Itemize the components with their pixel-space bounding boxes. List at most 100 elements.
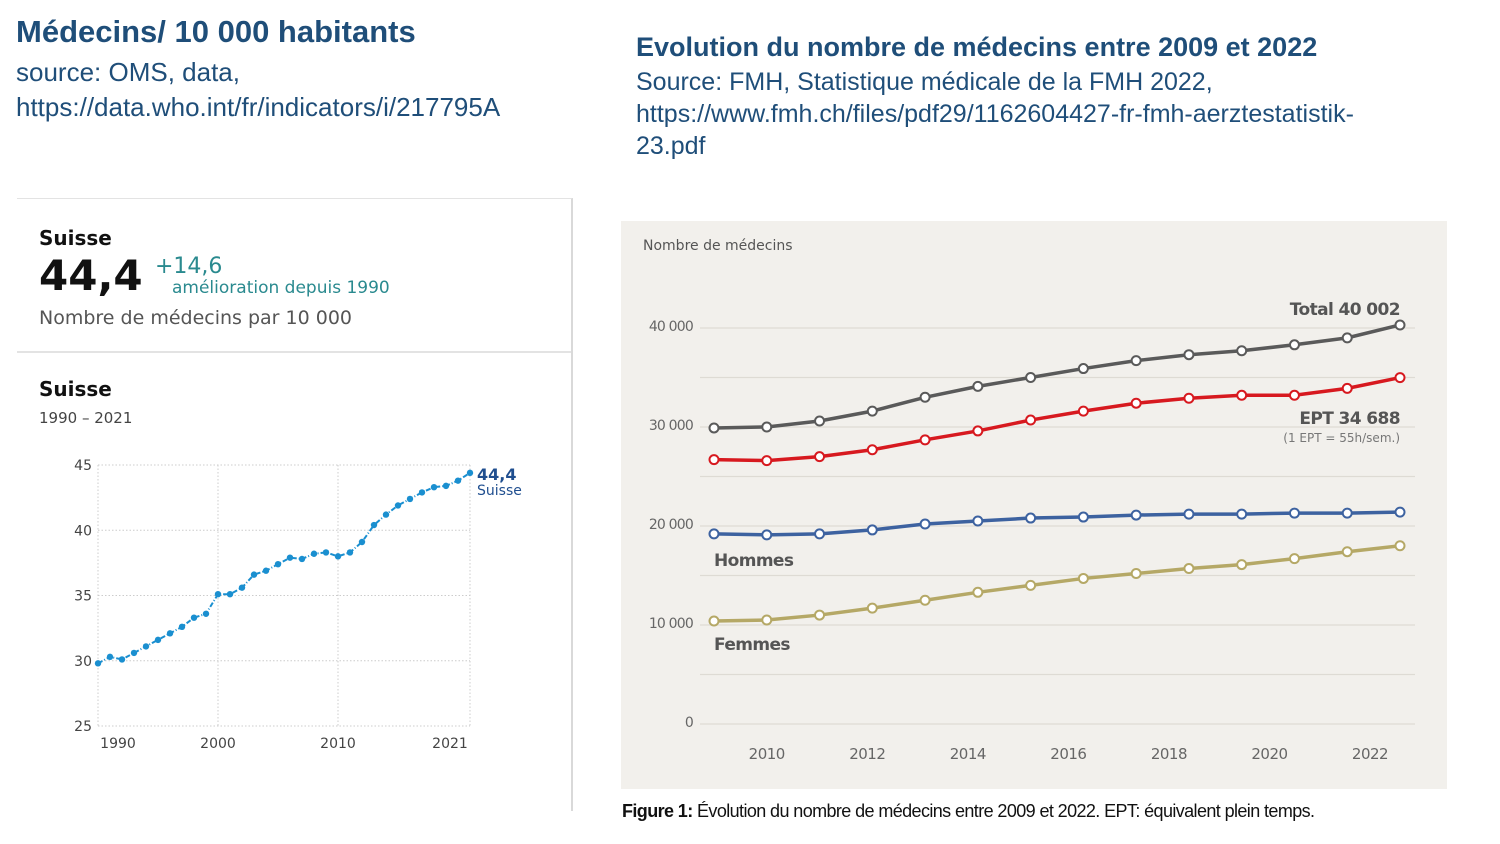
series-label-femmes: Femmes	[714, 635, 790, 655]
y-tick-label: 35	[74, 589, 92, 605]
data-point	[1183, 392, 1195, 404]
series-line-ept	[713, 375, 1401, 463]
data-point	[814, 528, 826, 540]
series-line-femmes	[713, 544, 1401, 623]
data-point	[814, 609, 826, 621]
series-line-total	[713, 323, 1401, 430]
y-tick-label: 10 000	[649, 616, 693, 632]
data-point	[972, 515, 984, 527]
data-point	[118, 656, 126, 663]
end-label-name: Suisse	[477, 483, 522, 499]
data-point	[130, 649, 138, 657]
right-source-link-end[interactable]: 23.pdf	[636, 132, 706, 160]
data-point	[1077, 363, 1089, 375]
x-tick-label: 2022	[1352, 745, 1388, 763]
data-point	[1394, 372, 1406, 384]
data-point	[1341, 507, 1353, 519]
data-point	[1288, 339, 1300, 351]
data-point	[262, 567, 270, 574]
left-source: source: OMS, data, https://data.who.int/…	[16, 55, 500, 125]
data-point	[1130, 355, 1142, 367]
y-tick-label: 25	[74, 719, 92, 735]
data-point	[1130, 509, 1142, 521]
fmh-panel	[621, 221, 1447, 789]
data-point	[1288, 389, 1300, 401]
data-point	[1341, 382, 1353, 394]
data-point	[866, 524, 878, 536]
data-point	[972, 425, 984, 437]
data-point	[1394, 506, 1406, 518]
data-point	[708, 528, 720, 540]
series-line-hommes	[713, 510, 1401, 537]
data-point	[142, 643, 150, 650]
data-point	[394, 502, 402, 509]
data-point	[919, 594, 931, 606]
figure-caption: Figure 1: Évolution du nombre de médecin…	[622, 801, 1315, 822]
who-panel: Suisse 44,4 +14,6 amélioration depuis 19…	[17, 198, 573, 811]
data-point	[1341, 332, 1353, 344]
data-point	[1183, 563, 1195, 575]
y-tick-label: 45	[74, 458, 92, 474]
data-point	[1077, 572, 1089, 584]
data-point	[866, 405, 878, 417]
data-point	[382, 511, 390, 518]
right-source-link[interactable]: https://www.fmh.ch/files/pdf29/116260442…	[636, 100, 1354, 128]
x-tick-label: 2014	[950, 745, 986, 763]
data-point	[370, 521, 378, 529]
data-point	[1025, 371, 1037, 383]
x-tick-label: 1990	[100, 736, 136, 752]
data-point	[286, 554, 294, 561]
y-tick-label: 20 000	[649, 517, 693, 533]
left-source-link[interactable]: https://data.who.int/fr/indicators/i/217…	[16, 92, 501, 122]
data-point	[1025, 414, 1037, 426]
data-point	[178, 623, 186, 631]
data-point	[442, 482, 450, 490]
right-source: Source: FMH, Statistique médicale de la …	[636, 66, 1354, 162]
data-point	[919, 518, 931, 530]
x-tick-label: 2016	[1050, 745, 1086, 763]
who-country: Suisse	[39, 226, 112, 250]
data-point	[761, 455, 773, 467]
data-point	[310, 550, 318, 557]
x-tick-label: 2020	[1251, 745, 1287, 763]
y-tick-label: 0	[685, 715, 693, 731]
data-point	[761, 529, 773, 541]
y-tick-label: 40	[74, 523, 92, 539]
right-title: Evolution du nombre de médecins entre 20…	[636, 32, 1318, 62]
data-point	[454, 477, 462, 484]
data-point	[919, 434, 931, 446]
data-point	[1341, 546, 1353, 558]
left-title: Médecins/ 10 000 habitants	[16, 14, 416, 49]
y-tick-label: 40 000	[649, 319, 693, 335]
y-axis-title: Nombre de médecins	[643, 238, 793, 254]
who-change-label: amélioration depuis 1990	[172, 278, 390, 298]
data-point	[1077, 511, 1089, 523]
data-point	[1183, 349, 1195, 361]
who-value: 44,4	[39, 251, 143, 300]
divider	[17, 351, 571, 353]
data-point	[190, 614, 198, 621]
data-point	[1130, 567, 1142, 579]
x-tick-label: 2021	[432, 736, 468, 752]
x-tick-label: 2012	[849, 745, 885, 763]
series-label-hommes: Hommes	[714, 551, 794, 571]
data-point	[1025, 579, 1037, 591]
data-point	[1183, 508, 1195, 520]
data-point	[1236, 508, 1248, 520]
data-point	[298, 555, 306, 563]
data-point	[214, 590, 222, 598]
data-point	[1394, 540, 1406, 552]
series-line-suisse	[97, 471, 471, 665]
data-point	[250, 571, 258, 578]
data-point	[1236, 559, 1248, 571]
data-point	[761, 614, 773, 626]
data-point	[814, 451, 826, 463]
data-point	[1025, 512, 1037, 524]
y-tick-label: 30	[74, 654, 92, 670]
data-point	[430, 483, 438, 491]
y-tick-label: 30 000	[649, 418, 693, 434]
data-point	[226, 590, 234, 598]
data-point	[166, 630, 174, 637]
